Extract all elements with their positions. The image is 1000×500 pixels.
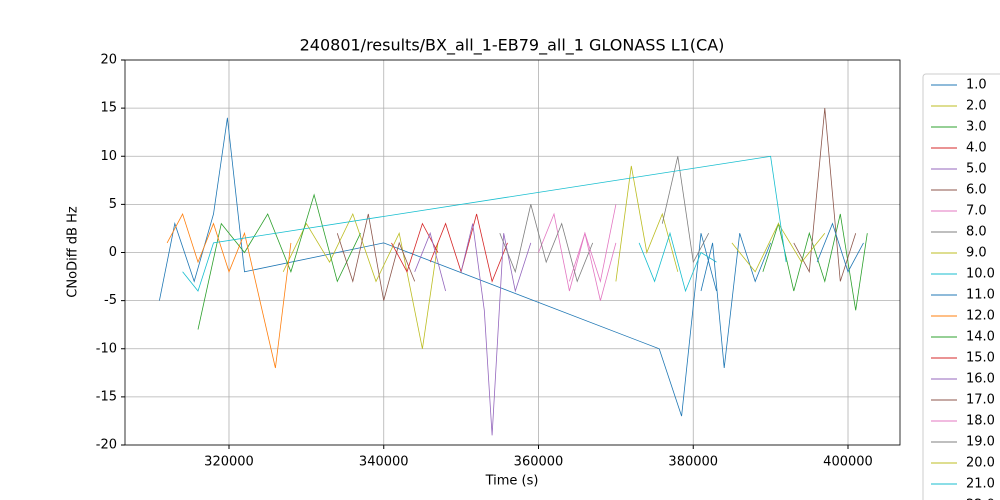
legend-box	[922, 73, 1000, 500]
x-tick-label: 320000	[204, 455, 254, 470]
legend-label: 3.0	[966, 120, 987, 135]
legend-label: 7.0	[966, 204, 987, 219]
legend-label: 11.0	[966, 288, 995, 303]
legend-label: 17.0	[966, 393, 995, 408]
series-line	[391, 222, 439, 273]
legend-label: 12.0	[966, 309, 995, 324]
series-line	[700, 233, 771, 369]
series-line	[336, 213, 416, 301]
legend-label: 4.0	[966, 141, 987, 156]
y-tick-label: 0	[109, 245, 117, 260]
legend-label: 2.0	[966, 99, 987, 114]
legend: 1.0 2.0 3.0 4.0 5.0 6.0 7.0 8.0 9.0 10.0 11.0 12.0 1…	[922, 73, 1000, 500]
legend-label: 1.0	[966, 78, 987, 93]
legend-label: 14.0	[966, 330, 995, 345]
legend-label: 19.0	[966, 435, 995, 450]
series-line	[638, 231, 717, 293]
legend-label: 8.0	[966, 225, 987, 240]
series-line	[731, 222, 826, 273]
x-tick-label: 380000	[668, 455, 718, 470]
legend-label: 22.0	[966, 498, 995, 500]
legend-label: 21.0	[966, 477, 995, 492]
legend-label: 5.0	[966, 162, 987, 177]
y-tick-label: 5	[109, 197, 117, 212]
x-tick-label: 400000	[823, 455, 873, 470]
plot-frame	[124, 59, 901, 446]
legend-label: 15.0	[966, 351, 995, 366]
series-line	[793, 108, 857, 282]
legend-label: 9.0	[966, 246, 987, 261]
series-line	[762, 213, 868, 311]
y-tick-label: 20	[100, 53, 117, 68]
series-line	[569, 231, 617, 301]
x-tick-label: 340000	[359, 455, 409, 470]
y-tick-label: -10	[96, 341, 117, 356]
series-line	[460, 223, 532, 436]
y-axis-label: CNoDiff dB Hz	[66, 206, 81, 298]
series-line	[282, 212, 439, 349]
y-tick-label: -15	[96, 389, 117, 404]
y-tick-label: 15	[100, 101, 117, 116]
x-axis-label: Time (s)	[485, 474, 539, 489]
legend-label: 10.0	[966, 267, 995, 282]
series-line	[197, 193, 361, 330]
series-line	[159, 117, 717, 417]
series-line	[429, 213, 508, 283]
series-line	[166, 212, 292, 369]
series-line	[182, 155, 787, 292]
y-tick-label: 10	[100, 149, 117, 164]
series-line	[661, 156, 710, 264]
series-line	[538, 204, 617, 292]
y-tick-label: -5	[104, 293, 117, 308]
chart-title: 240801/results/BX_all_1-EB79_all_1 GLONA…	[300, 36, 725, 56]
legend-label: 20.0	[966, 456, 995, 471]
y-tick-label: -20	[96, 438, 117, 453]
series-line	[816, 222, 864, 273]
legend-label: 18.0	[966, 414, 995, 429]
series-line	[615, 165, 679, 282]
legend-label: 16.0	[966, 372, 995, 387]
legend-label: 6.0	[966, 183, 987, 198]
x-tick-label: 360000	[514, 455, 564, 470]
series-line	[499, 204, 594, 283]
series-line	[414, 231, 446, 292]
